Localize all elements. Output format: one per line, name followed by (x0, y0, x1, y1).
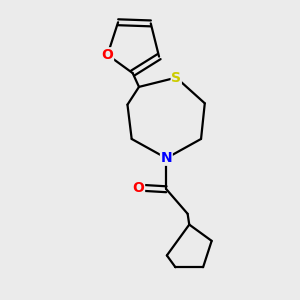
Text: O: O (133, 181, 145, 195)
Text: N: N (160, 151, 172, 165)
Text: S: S (171, 70, 181, 85)
Text: O: O (102, 48, 113, 62)
